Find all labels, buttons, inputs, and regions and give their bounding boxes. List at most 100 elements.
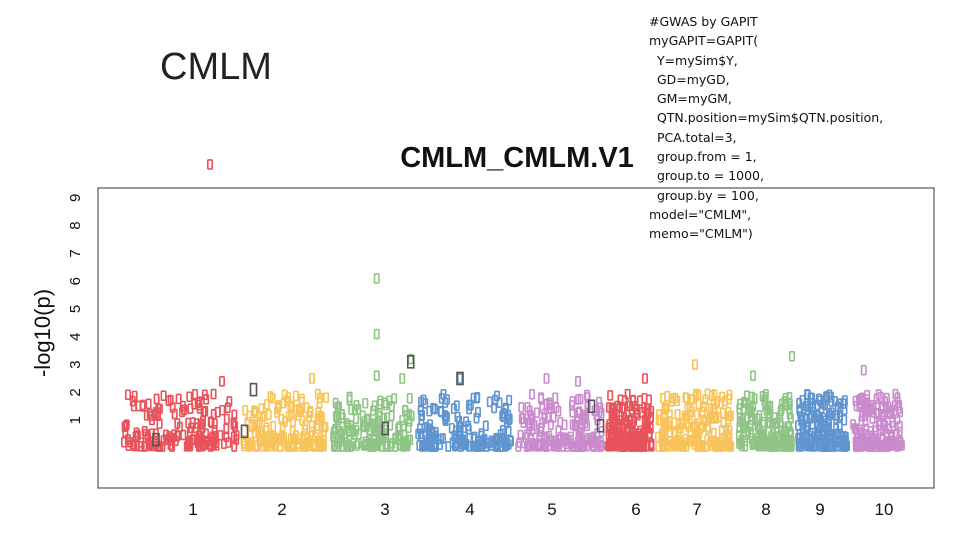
snp-point xyxy=(569,419,576,430)
snp-point xyxy=(425,423,432,434)
snp-point xyxy=(517,429,524,441)
snp-point xyxy=(145,398,152,410)
snp-point xyxy=(261,410,268,422)
snp-point xyxy=(352,413,359,425)
snp-point xyxy=(370,405,377,416)
snp-point xyxy=(771,440,778,452)
snp-point xyxy=(550,412,557,423)
snp-point xyxy=(806,440,813,452)
snp-point xyxy=(196,440,203,452)
snp-point xyxy=(470,433,477,445)
snp-point xyxy=(405,422,412,434)
snp-point xyxy=(754,413,761,424)
snp-point xyxy=(275,400,282,411)
snp-point xyxy=(157,441,164,452)
snp-point xyxy=(610,409,617,421)
snp-point xyxy=(196,396,203,408)
y-tick-label: 1 xyxy=(67,416,84,424)
peak-point xyxy=(749,370,756,382)
snp-point xyxy=(607,390,614,401)
snp-point xyxy=(233,434,240,445)
peak-point xyxy=(207,159,214,170)
snp-point xyxy=(616,441,623,452)
snp-point xyxy=(388,410,395,422)
snp-point xyxy=(139,399,146,411)
snp-point xyxy=(772,418,779,429)
snp-point xyxy=(725,440,732,452)
snp-point xyxy=(896,420,903,432)
snp-point xyxy=(840,398,847,409)
snp-point xyxy=(872,425,879,437)
snp-point xyxy=(822,415,829,426)
snp-point xyxy=(134,430,141,441)
snp-point xyxy=(897,406,904,418)
snp-point xyxy=(268,434,275,446)
snp-point xyxy=(226,396,233,407)
qtn-point xyxy=(249,382,258,397)
snp-point xyxy=(366,441,373,452)
snp-point xyxy=(686,436,693,447)
snp-point xyxy=(691,438,698,450)
slide-title: CMLM xyxy=(160,46,272,88)
snp-point xyxy=(210,435,217,447)
peak-point xyxy=(788,350,795,362)
snp-point xyxy=(199,422,206,433)
snp-point xyxy=(338,441,345,452)
snp-point xyxy=(338,435,345,447)
snp-point xyxy=(365,413,372,425)
snp-point xyxy=(584,392,591,403)
plot-frame xyxy=(97,187,935,489)
snp-point xyxy=(744,411,751,423)
snp-point xyxy=(633,408,640,419)
snp-point xyxy=(780,438,787,449)
snp-point xyxy=(346,394,353,406)
snp-point xyxy=(473,392,480,404)
snp-point xyxy=(526,423,533,435)
qtn-point xyxy=(596,418,605,433)
snp-point xyxy=(309,426,316,438)
snp-point xyxy=(736,422,743,433)
snp-point xyxy=(202,428,209,440)
snp-point xyxy=(587,435,594,447)
snp-point xyxy=(322,421,329,433)
snp-point xyxy=(406,393,413,404)
snp-point xyxy=(285,411,292,423)
snp-point xyxy=(518,402,525,413)
snp-point xyxy=(231,409,238,421)
x-tick-label: 3 xyxy=(380,500,389,519)
snp-point xyxy=(275,401,282,413)
x-tick-label: 2 xyxy=(277,500,286,519)
data-points xyxy=(121,159,905,452)
snp-point xyxy=(777,416,784,428)
snp-point xyxy=(474,440,481,452)
snp-point xyxy=(886,408,893,420)
y-tick-label: 8 xyxy=(67,221,84,229)
snp-point xyxy=(569,441,576,452)
snp-point xyxy=(707,409,714,421)
snp-point xyxy=(787,441,794,452)
peak-point xyxy=(543,373,550,384)
snp-point xyxy=(141,441,148,452)
snp-point xyxy=(252,407,259,419)
snp-point xyxy=(308,420,315,432)
snp-point xyxy=(122,420,129,432)
snp-point xyxy=(864,406,871,418)
snp-point xyxy=(361,421,368,433)
snp-point xyxy=(760,430,767,442)
snp-point xyxy=(382,441,389,452)
snp-point xyxy=(804,389,811,400)
code-line: Y=mySim$Y, xyxy=(649,52,738,68)
snp-point xyxy=(584,420,591,432)
x-tick-label: 10 xyxy=(875,500,894,519)
snp-point xyxy=(335,407,342,419)
snp-point xyxy=(175,393,182,405)
snp-point xyxy=(596,406,603,417)
snp-point xyxy=(480,435,487,446)
snp-point xyxy=(755,436,762,447)
snp-point xyxy=(202,405,209,417)
snp-point xyxy=(482,420,489,432)
snp-point xyxy=(543,441,550,452)
y-axis-label-text: -log10(p) xyxy=(30,289,55,377)
code-line: GD=myGD, xyxy=(649,71,730,87)
